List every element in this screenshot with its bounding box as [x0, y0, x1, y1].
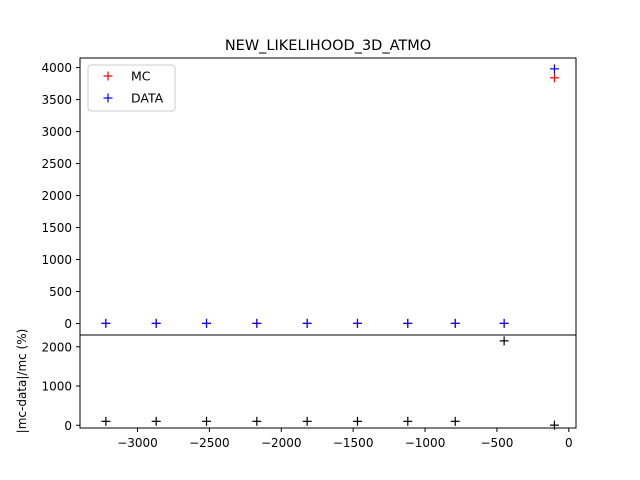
x-axis: −3000 −2500 −2000 −1500 −1000 −500 0 [117, 428, 573, 450]
top-y-tick-label: 500 [49, 285, 72, 299]
x-tick-label: −1000 [405, 436, 446, 450]
top-panel: NEW_LIKELIHOOD_3D_ATMO 0 500 1000 1500 2000 2… [41, 38, 577, 336]
x-tick-label: −500 [480, 436, 513, 450]
point-ratio [151, 416, 161, 426]
point-ratio [252, 416, 262, 426]
top-y-tick-label: 4000 [41, 61, 72, 75]
top-y-tick-label: 1500 [41, 221, 72, 235]
x-tick-label: −2000 [261, 436, 302, 450]
bottom-panel: 0 1000 2000 −3000 −2500 −2000 −1500 −1000 −500 0… [15, 329, 577, 450]
top-y-tick-label: 0 [64, 317, 72, 331]
point-data [252, 318, 262, 328]
bottom-y-tick-label: 2000 [41, 340, 72, 354]
point-ratio [352, 416, 362, 426]
bottom-y-axis: 0 1000 2000 [41, 340, 80, 433]
bottom-y-tick-label: 1000 [41, 380, 72, 394]
legend-marker-data [103, 93, 113, 103]
top-y-tick-label: 2500 [41, 157, 72, 171]
point-data [151, 318, 161, 328]
x-tick-label: −3000 [117, 436, 158, 450]
chart-title: NEW_LIKELIHOOD_3D_ATMO [225, 38, 431, 54]
x-tick-label: −2500 [189, 436, 230, 450]
point-ratio [499, 336, 509, 346]
point-data [499, 318, 509, 328]
x-tick-label: 0 [565, 436, 573, 450]
point-data [352, 318, 362, 328]
point-data [549, 64, 559, 74]
top-y-tick-label: 2000 [41, 189, 72, 203]
point-ratio [450, 416, 460, 426]
legend-items: MC DATA [103, 69, 164, 106]
legend-label-data: DATA [131, 91, 164, 106]
bottom-y-tick-label: 0 [64, 419, 72, 433]
point-ratio [101, 416, 111, 426]
x-tick-label: −1500 [333, 436, 374, 450]
top-y-tick-label: 3000 [41, 125, 72, 139]
point-data [101, 318, 111, 328]
point-ratio [202, 416, 212, 426]
top-y-tick-label: 3500 [41, 93, 72, 107]
legend: MC DATA [87, 64, 176, 112]
point-ratio [403, 416, 413, 426]
bottom-marks [101, 336, 559, 430]
top-y-axis: 0 500 1000 1500 2000 2500 3000 3500 4000 [41, 61, 80, 331]
point-data [450, 318, 460, 328]
legend-marker-mc [103, 71, 113, 81]
point-mc [549, 73, 559, 83]
point-data [302, 318, 312, 328]
point-ratio [302, 416, 312, 426]
y-axis-label: |mc-data|/mc (%) [15, 329, 29, 434]
point-data [202, 318, 212, 328]
legend-label-mc: MC [131, 69, 151, 84]
top-y-tick-label: 1000 [41, 253, 72, 267]
top-marks [101, 64, 559, 328]
bottom-plot-frame [79, 334, 577, 429]
point-data [403, 318, 413, 328]
